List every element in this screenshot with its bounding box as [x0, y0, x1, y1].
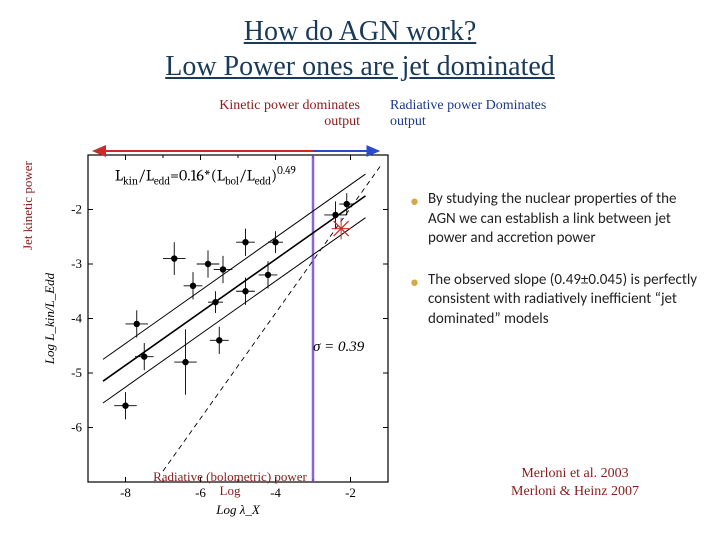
svg-text:-5: -5 — [71, 365, 82, 380]
reference-line: Merloni & Heinz 2007 — [511, 484, 639, 499]
svg-text:Log λ_X: Log λ_X — [215, 502, 261, 517]
svg-text:Log L_kin/L_Edd: Log L_kin/L_Edd — [42, 272, 57, 365]
reference-line: Merloni et al. 2003 — [521, 466, 628, 481]
radiative-regime-label: Radiative power Dominates output — [390, 98, 550, 130]
svg-text:σ = 0.39: σ = 0.39 — [313, 339, 365, 355]
bullet-item: The observed slope (0.49±0.045) is perfe… — [410, 271, 700, 330]
svg-text:-3: -3 — [71, 256, 82, 271]
svg-text:-4: -4 — [71, 311, 82, 326]
bullet-item: By studying the nuclear properties of th… — [410, 190, 700, 249]
svg-text:-2: -2 — [71, 202, 82, 217]
x-axis-outer-label-line2: Log — [220, 483, 241, 498]
x-axis-outer-label-line1: Radiative (bolometric) power — [153, 469, 307, 484]
y-axis-outer-label: Jet kinetic power — [20, 161, 36, 250]
page-title: How do AGN work?Low Power ones are jet d… — [0, 0, 720, 92]
x-axis-outer-label: Radiative (bolometric) power Log — [120, 470, 340, 499]
bullet-list: By studying the nuclear properties of th… — [410, 190, 700, 351]
kinetic-regime-label: Kinetic power dominates output — [200, 98, 360, 130]
svg-text:-2: -2 — [345, 485, 356, 500]
svg-text:-6: -6 — [71, 420, 82, 435]
references: Merloni et al. 2003 Merloni & Heinz 2007 — [460, 465, 690, 501]
scatter-chart: -8-6-4-2-6-5-4-3-2Log λ_XLog L_kin/L_Edd… — [40, 145, 400, 520]
